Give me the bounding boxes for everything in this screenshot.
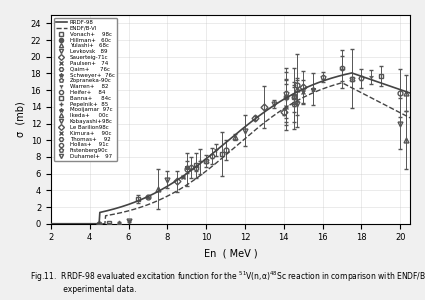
RRDF-98: [343, 73, 348, 76]
RRDF-98: [48, 222, 54, 226]
RRDF-98: [349, 71, 354, 75]
RRDF-98: [243, 125, 248, 128]
Line: ENDF/B-VI: ENDF/B-VI: [51, 83, 410, 224]
Line: RRDF-98: RRDF-98: [51, 73, 410, 224]
RRDF-98: [400, 88, 405, 92]
RRDF-98: [408, 91, 413, 95]
ENDF/B-VI: [408, 116, 413, 120]
Y-axis label: σ  (mb): σ (mb): [15, 101, 25, 137]
RRDF-98: [262, 110, 267, 114]
ENDF/B-VI: [219, 157, 224, 160]
ENDF/B-VI: [262, 121, 267, 124]
ENDF/B-VI: [48, 222, 54, 226]
Legend: RRDF-98, ENDF/B-VI, Vonach+    98c, Hillman+   60c, Yulashi+   68c, Levkovsk   8: RRDF-98, ENDF/B-VI, Vonach+ 98c, Hillman…: [54, 18, 117, 161]
X-axis label: En  ( MeV ): En ( MeV ): [204, 248, 257, 258]
RRDF-98: [219, 144, 224, 148]
Text: Fig.11.  RRDF-98 evaluated excitation function for the $^{51}$V(n,α)$^{48}$Sc re: Fig.11. RRDF-98 evaluated excitation fun…: [30, 269, 425, 294]
RRDF-98: [221, 142, 226, 146]
ENDF/B-VI: [221, 155, 226, 159]
ENDF/B-VI: [243, 136, 248, 140]
ENDF/B-VI: [400, 112, 405, 116]
ENDF/B-VI: [343, 83, 348, 87]
ENDF/B-VI: [339, 81, 344, 85]
